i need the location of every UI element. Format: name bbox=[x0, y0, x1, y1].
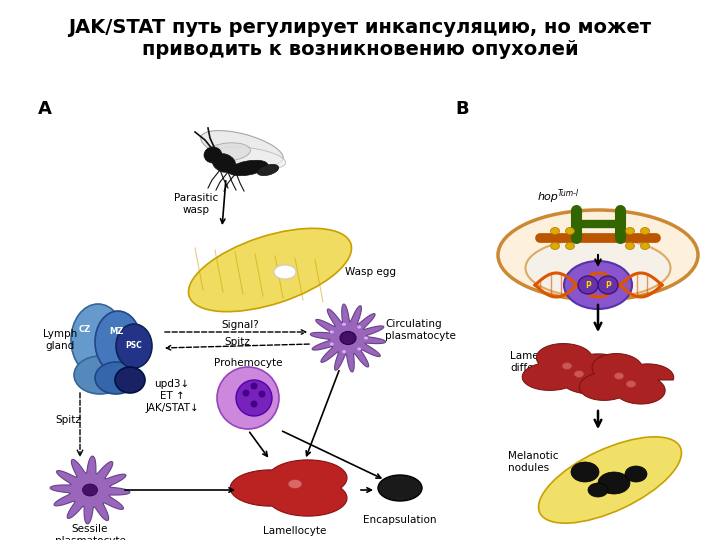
Text: MZ: MZ bbox=[109, 327, 123, 336]
Ellipse shape bbox=[215, 147, 286, 169]
Ellipse shape bbox=[598, 472, 630, 494]
Ellipse shape bbox=[614, 373, 624, 380]
Text: Lamellocyte
differentiation: Lamellocyte differentiation bbox=[510, 351, 584, 373]
Polygon shape bbox=[230, 460, 347, 516]
Ellipse shape bbox=[258, 390, 266, 397]
Ellipse shape bbox=[551, 242, 559, 249]
Text: B: B bbox=[455, 100, 469, 118]
Ellipse shape bbox=[571, 462, 599, 482]
Ellipse shape bbox=[378, 475, 422, 501]
Ellipse shape bbox=[83, 484, 97, 496]
Ellipse shape bbox=[74, 356, 126, 394]
Ellipse shape bbox=[565, 227, 575, 234]
Ellipse shape bbox=[115, 367, 145, 393]
Ellipse shape bbox=[626, 242, 634, 249]
Text: upd3↓
ET ↑
JAK/STAT↓: upd3↓ ET ↑ JAK/STAT↓ bbox=[145, 380, 199, 413]
Polygon shape bbox=[522, 343, 627, 394]
Text: Sessile
plasmatocyte: Sessile plasmatocyte bbox=[55, 524, 125, 540]
Ellipse shape bbox=[342, 323, 346, 326]
Ellipse shape bbox=[364, 336, 368, 340]
Ellipse shape bbox=[588, 483, 608, 497]
Ellipse shape bbox=[565, 242, 575, 249]
Ellipse shape bbox=[551, 227, 559, 234]
Ellipse shape bbox=[625, 466, 647, 482]
Ellipse shape bbox=[189, 228, 351, 312]
Ellipse shape bbox=[288, 480, 302, 489]
Ellipse shape bbox=[562, 362, 572, 369]
Text: Lamellocyte: Lamellocyte bbox=[264, 526, 327, 536]
Ellipse shape bbox=[539, 437, 681, 523]
Ellipse shape bbox=[236, 380, 272, 416]
Ellipse shape bbox=[330, 330, 334, 333]
Text: Signal?: Signal? bbox=[221, 320, 259, 330]
Ellipse shape bbox=[626, 381, 636, 388]
Text: Circulating
plasmatocyte: Circulating plasmatocyte bbox=[385, 319, 456, 341]
Text: Prohemocyte: Prohemocyte bbox=[214, 358, 282, 368]
Ellipse shape bbox=[201, 131, 283, 165]
Text: Tum-l: Tum-l bbox=[558, 189, 579, 198]
Text: CZ: CZ bbox=[79, 326, 91, 334]
Ellipse shape bbox=[257, 164, 279, 176]
Ellipse shape bbox=[212, 153, 235, 172]
Text: hop: hop bbox=[538, 192, 559, 202]
Ellipse shape bbox=[598, 276, 618, 294]
Text: JAK/STAT путь регулирует инкапсуляцию, но может
приводить к возникновению опухол: JAK/STAT путь регулирует инкапсуляцию, н… bbox=[68, 18, 652, 59]
Ellipse shape bbox=[95, 362, 137, 394]
Text: Lymph
gland: Lymph gland bbox=[43, 329, 77, 351]
Ellipse shape bbox=[641, 242, 649, 249]
Ellipse shape bbox=[641, 227, 649, 234]
Text: A: A bbox=[38, 100, 52, 118]
Ellipse shape bbox=[206, 143, 251, 161]
Text: Spitz: Spitz bbox=[224, 337, 250, 347]
Ellipse shape bbox=[243, 389, 250, 396]
Ellipse shape bbox=[578, 276, 598, 294]
Ellipse shape bbox=[626, 227, 634, 234]
Text: P: P bbox=[585, 280, 591, 289]
Text: Spitz: Spitz bbox=[55, 415, 81, 425]
Ellipse shape bbox=[71, 304, 125, 376]
Text: Encapsulation: Encapsulation bbox=[364, 515, 437, 525]
Ellipse shape bbox=[217, 367, 279, 429]
Text: Parasitic
wasp: Parasitic wasp bbox=[174, 193, 218, 214]
Polygon shape bbox=[310, 304, 386, 372]
Ellipse shape bbox=[95, 311, 141, 373]
Text: Melanotic
nodules: Melanotic nodules bbox=[508, 451, 559, 473]
Ellipse shape bbox=[564, 261, 632, 309]
Ellipse shape bbox=[357, 326, 361, 328]
Ellipse shape bbox=[357, 347, 361, 350]
Ellipse shape bbox=[204, 147, 222, 163]
Ellipse shape bbox=[116, 324, 152, 368]
Text: Wasp egg: Wasp egg bbox=[345, 267, 396, 277]
Text: P: P bbox=[605, 280, 611, 289]
Ellipse shape bbox=[340, 332, 356, 345]
Ellipse shape bbox=[330, 342, 334, 346]
Ellipse shape bbox=[526, 238, 670, 298]
Ellipse shape bbox=[342, 350, 346, 353]
Ellipse shape bbox=[251, 401, 258, 408]
Polygon shape bbox=[50, 456, 130, 524]
Ellipse shape bbox=[228, 160, 268, 176]
Ellipse shape bbox=[251, 382, 258, 389]
Ellipse shape bbox=[274, 265, 296, 279]
Ellipse shape bbox=[574, 370, 584, 377]
Text: PSC: PSC bbox=[125, 341, 143, 349]
Polygon shape bbox=[580, 354, 674, 404]
Ellipse shape bbox=[498, 210, 698, 300]
